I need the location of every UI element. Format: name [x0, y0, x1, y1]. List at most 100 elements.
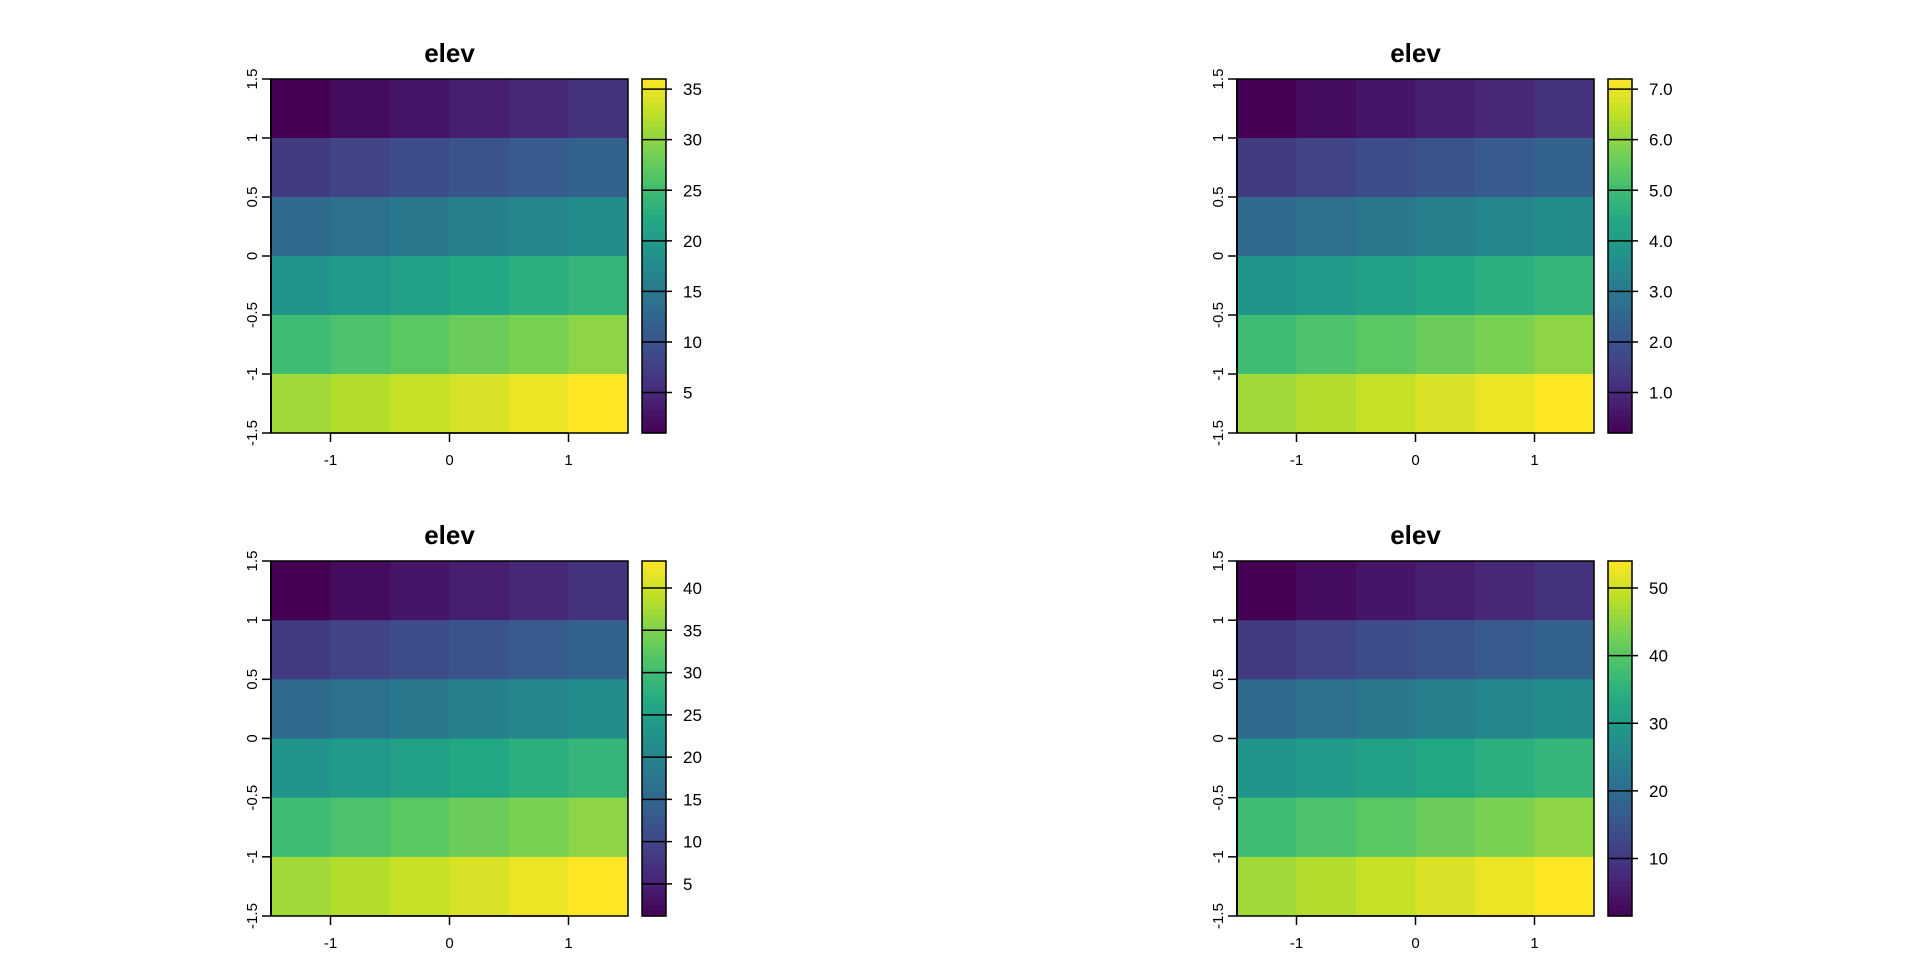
raster-cell [449, 620, 510, 680]
colorbar-segment [1608, 214, 1632, 222]
raster-cell [1356, 738, 1416, 799]
colorbar-segment [1608, 102, 1632, 110]
colorbar-segment [1608, 661, 1632, 669]
colorbar-legend: 10 20 30 40 50 [1607, 560, 1668, 917]
colorbar-segment [1608, 285, 1632, 292]
colorbar-segment [1608, 155, 1632, 163]
colorbar-segment [642, 762, 666, 769]
colorbar-tick-label: 1.0 [1649, 384, 1673, 403]
raster-cell [390, 738, 450, 799]
colorbar-segment [1608, 197, 1632, 204]
colorbar-tick-label: 6.0 [1649, 131, 1673, 150]
raster-cell [1296, 679, 1357, 739]
colorbar-segment [1608, 750, 1632, 757]
raster-cell [330, 256, 391, 316]
colorbar-tick-label: 50 [1649, 579, 1668, 598]
colorbar-segment [642, 291, 666, 298]
colorbar-tick-label: 4.0 [1649, 232, 1673, 251]
colorbar-segment [642, 102, 666, 110]
colorbar-segment [1608, 809, 1632, 817]
raster-cell [1534, 315, 1595, 375]
raster-cell [271, 738, 331, 799]
colorbar-segment [1608, 167, 1632, 174]
raster-cell [1415, 197, 1476, 257]
colorbar-segment [642, 578, 666, 586]
colorbar-segment [642, 149, 666, 157]
raster-cell [568, 738, 629, 799]
colorbar-segment [1608, 191, 1632, 198]
plot-title: elev [1390, 38, 1441, 68]
colorbar-segment [642, 637, 666, 645]
raster-cell [509, 138, 569, 198]
colorbar-segment [1608, 898, 1632, 905]
colorbar-segment [642, 309, 666, 316]
colorbar-segment [1608, 120, 1632, 127]
colorbar-segment [642, 232, 666, 239]
colorbar-segment [1608, 409, 1632, 416]
colorbar-segment [1608, 620, 1632, 627]
colorbar-segment [642, 315, 666, 322]
colorbar-segment [642, 179, 666, 186]
raster-cell [1356, 374, 1416, 434]
colorbar-segment [642, 850, 666, 858]
colorbar-tick-label: 30 [683, 131, 702, 150]
colorbar-segment [642, 114, 666, 121]
raster-cell [1415, 620, 1476, 680]
colorbar-segment [1608, 368, 1632, 375]
raster-cell [390, 315, 450, 375]
colorbar-segment [1608, 691, 1632, 698]
raster-cell [568, 797, 629, 858]
colorbar-segment [642, 326, 666, 334]
y-tick-label: 0.5 [1210, 187, 1227, 208]
y-tick-label: 0.5 [244, 669, 261, 690]
y-tick-label: 0 [1210, 734, 1227, 742]
colorbar-segment [642, 756, 666, 763]
colorbar-segment [1608, 880, 1632, 888]
colorbar-segment [1608, 614, 1632, 621]
colorbar-tick-label: 20 [683, 748, 702, 767]
colorbar-segment [642, 120, 666, 127]
raster-cell [390, 797, 450, 858]
colorbar-segment [642, 202, 666, 210]
colorbar-segment [642, 267, 666, 275]
raster-cell [1296, 374, 1357, 434]
colorbar-segment [642, 714, 666, 722]
y-tick-label: 1 [1210, 616, 1227, 624]
colorbar-segment [1608, 679, 1632, 686]
raster-cell [1237, 138, 1297, 198]
raster-cell [568, 374, 629, 434]
raster-cell [1296, 138, 1357, 198]
colorbar-segment [642, 427, 666, 434]
raster-cell [1356, 138, 1416, 198]
raster-cell [449, 256, 510, 316]
colorbar-segment [1608, 572, 1632, 580]
colorbar-segment [1608, 815, 1632, 822]
raster-cell [1475, 315, 1535, 375]
colorbar-segment [642, 626, 666, 633]
raster-cell [1237, 620, 1297, 680]
colorbar-segment [1608, 149, 1632, 157]
raster-cell [568, 620, 629, 680]
colorbar-segment [1608, 779, 1632, 787]
raster-cell [330, 856, 391, 917]
colorbar-segment [642, 697, 666, 704]
colorbar-segment [1608, 132, 1632, 139]
colorbar-segment [642, 320, 666, 328]
colorbar-segment [1608, 596, 1632, 604]
colorbar-segment [642, 185, 666, 192]
colorbar-segment [1608, 161, 1632, 169]
colorbar-segment [642, 350, 666, 357]
raster-cell [330, 620, 391, 680]
colorbar-tick-label: 2.0 [1649, 333, 1673, 352]
colorbar-segment [642, 797, 666, 805]
colorbar-segment [642, 632, 666, 639]
raster-cell [330, 679, 391, 739]
colorbar-border [1607, 560, 1633, 917]
colorbar-segment [1608, 114, 1632, 121]
colorbar-segment [1608, 673, 1632, 680]
raster-cell [1534, 197, 1595, 257]
colorbar-segment [1608, 415, 1632, 422]
colorbar-segment [1608, 632, 1632, 639]
raster-cell [390, 561, 450, 621]
raster-cell [1475, 79, 1535, 139]
